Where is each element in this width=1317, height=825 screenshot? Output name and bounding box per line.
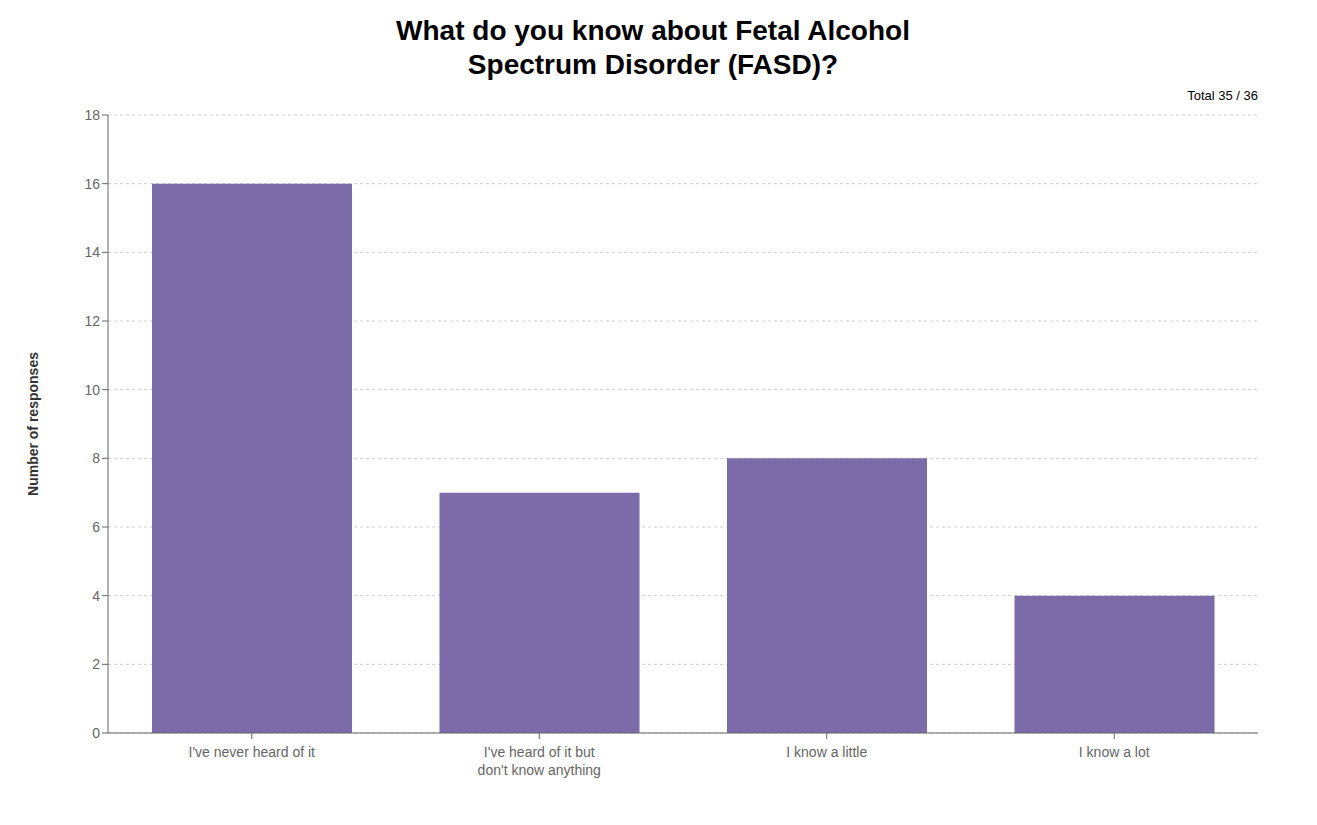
svg-text:I've heard of it butdon't know: I've heard of it butdon't know anything [478,744,601,778]
html-text:Spectrum Disorder (FASD)?: Spectrum Disorder (FASD)? [467,49,839,80]
svg-text:4: 4 [92,588,100,604]
svg-text:0: 0 [92,725,100,741]
svg-text:I know a lot: I know a lot [1079,744,1150,760]
svg-text:Number of responses: Number of responses [25,352,41,496]
svg-text:10: 10 [84,382,100,398]
svg-text:18: 18 [84,107,100,123]
html-text:What do you know about Fetal A: What do you know about Fetal Alcohol [396,15,910,46]
svg-text:I know a little: I know a little [786,744,867,760]
svg-text:8: 8 [92,450,100,466]
html-text:Total 35 / 36: Total 35 / 36 [1187,88,1258,103]
svg-text:14: 14 [84,244,100,260]
svg-text:I've never heard of it: I've never heard of it [189,744,316,760]
svg-text:16: 16 [84,176,100,192]
svg-text:6: 6 [92,519,100,535]
svg-text:2: 2 [92,656,100,672]
svg-text:12: 12 [84,313,100,329]
